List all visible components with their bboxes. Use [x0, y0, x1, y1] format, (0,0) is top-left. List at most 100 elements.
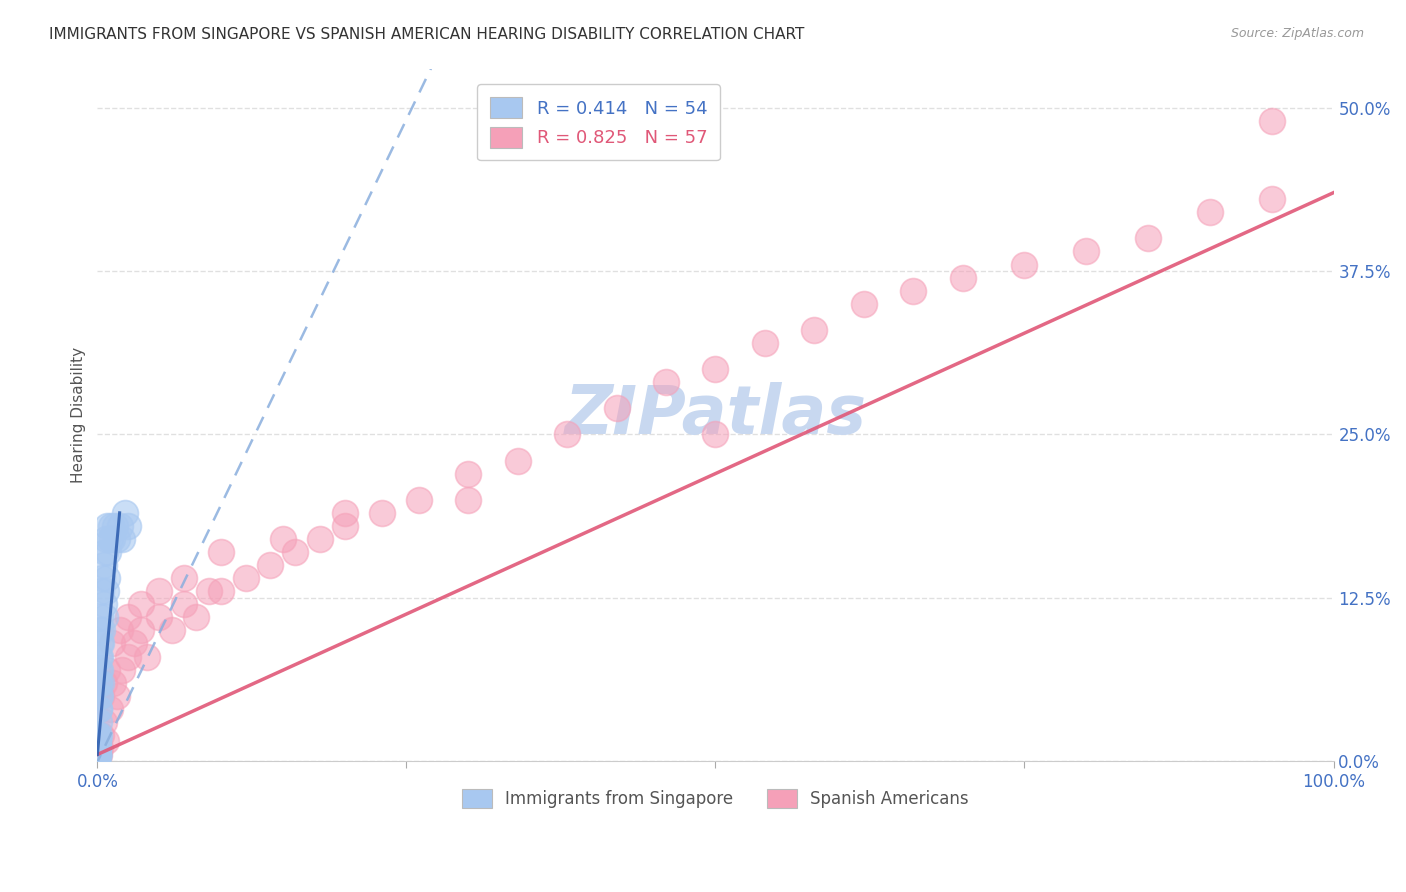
Point: [105, 689, 128, 703]
Point: [94, 545, 117, 559]
Point: [655, 375, 678, 389]
Point: [606, 401, 628, 416]
Point: [87, 741, 110, 756]
Point: [209, 584, 232, 599]
Point: [89, 689, 111, 703]
Point: [114, 506, 136, 520]
Point: [89, 702, 111, 716]
Point: [197, 584, 219, 599]
Point: [209, 545, 232, 559]
Point: [160, 624, 183, 638]
Point: [103, 675, 125, 690]
Point: [86, 734, 108, 748]
Point: [101, 532, 124, 546]
Point: [333, 506, 356, 520]
Point: [93, 558, 115, 572]
Point: [101, 636, 124, 650]
Point: [111, 663, 134, 677]
Point: [457, 467, 479, 481]
Point: [87, 675, 110, 690]
Point: [852, 297, 875, 311]
Point: [90, 584, 112, 599]
Point: [93, 675, 115, 690]
Point: [94, 610, 117, 624]
Point: [97, 545, 120, 559]
Point: [1260, 192, 1282, 206]
Point: [96, 571, 118, 585]
Point: [129, 597, 152, 611]
Point: [271, 532, 294, 546]
Point: [86, 747, 108, 762]
Point: [90, 636, 112, 650]
Point: [86, 745, 108, 759]
Point: [89, 675, 111, 690]
Point: [87, 728, 110, 742]
Point: [89, 741, 111, 756]
Point: [90, 728, 112, 742]
Point: [91, 571, 114, 585]
Point: [1199, 205, 1222, 219]
Point: [94, 584, 117, 599]
Point: [803, 323, 825, 337]
Point: [86, 728, 108, 742]
Point: [117, 649, 139, 664]
Point: [89, 610, 111, 624]
Point: [96, 519, 118, 533]
Point: [86, 731, 108, 745]
Legend: Immigrants from Singapore, Spanish Americans: Immigrants from Singapore, Spanish Ameri…: [456, 782, 976, 815]
Point: [98, 532, 121, 546]
Point: [87, 741, 110, 756]
Point: [111, 532, 134, 546]
Point: [94, 532, 117, 546]
Point: [704, 427, 727, 442]
Point: [100, 519, 122, 533]
Point: [259, 558, 281, 572]
Point: [89, 649, 111, 664]
Point: [124, 636, 146, 650]
Point: [87, 747, 110, 762]
Point: [87, 689, 110, 703]
Point: [90, 689, 112, 703]
Point: [87, 728, 110, 742]
Point: [87, 750, 110, 764]
Point: [98, 702, 121, 716]
Point: [104, 519, 127, 533]
Point: [1014, 258, 1036, 272]
Point: [87, 663, 110, 677]
Point: [148, 610, 170, 624]
Point: [1076, 244, 1098, 259]
Point: [506, 453, 529, 467]
Point: [105, 532, 128, 546]
Point: [135, 649, 157, 664]
Y-axis label: Hearing Disability: Hearing Disability: [72, 347, 86, 483]
Point: [754, 335, 776, 350]
Point: [117, 610, 139, 624]
Point: [308, 532, 330, 546]
Point: [117, 519, 139, 533]
Point: [129, 624, 152, 638]
Point: [86, 741, 108, 756]
Point: [93, 597, 115, 611]
Point: [1137, 231, 1160, 245]
Point: [87, 702, 110, 716]
Point: [1260, 113, 1282, 128]
Point: [94, 734, 117, 748]
Point: [87, 734, 110, 748]
Point: [89, 649, 111, 664]
Point: [952, 270, 974, 285]
Point: [89, 663, 111, 677]
Point: [173, 597, 195, 611]
Point: [370, 506, 392, 520]
Point: [89, 636, 111, 650]
Point: [86, 747, 108, 762]
Point: [235, 571, 257, 585]
Point: [108, 519, 131, 533]
Point: [457, 492, 479, 507]
Point: [93, 714, 115, 729]
Point: [173, 571, 195, 585]
Point: [108, 624, 131, 638]
Point: [87, 714, 110, 729]
Point: [704, 362, 727, 376]
Point: [87, 747, 110, 762]
Point: [89, 624, 111, 638]
